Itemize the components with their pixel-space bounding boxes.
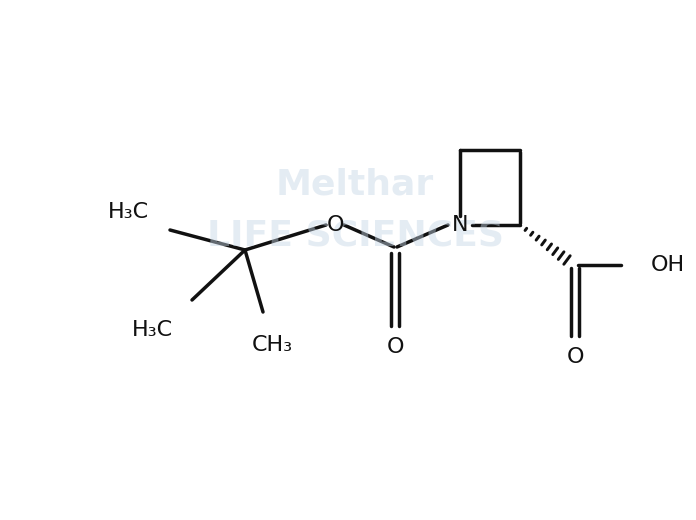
Text: N: N (452, 215, 468, 235)
Text: CH₃: CH₃ (251, 335, 292, 355)
Text: O: O (386, 337, 404, 357)
Text: OH: OH (651, 255, 685, 275)
Text: O: O (567, 347, 584, 367)
Text: H₃C: H₃C (107, 202, 148, 222)
Text: H₃C: H₃C (132, 320, 173, 340)
Text: Melthar
LIFE SCIENCES: Melthar LIFE SCIENCES (207, 168, 503, 252)
Text: O: O (326, 215, 344, 235)
